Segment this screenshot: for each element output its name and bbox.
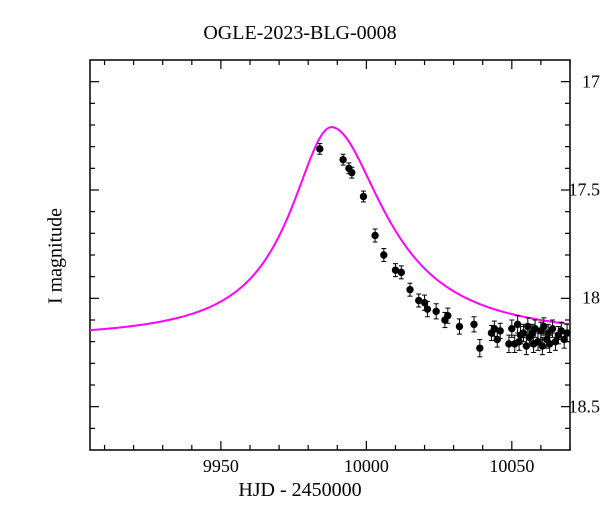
x-tick-label: 10000 — [344, 456, 389, 477]
y-tick-label: 18 — [520, 288, 600, 309]
y-tick-label: 17.5 — [520, 180, 600, 201]
chart-container: OGLE-2023-BLG-0008 I magnitude HJD - 245… — [0, 0, 600, 512]
y-tick-label: 18.5 — [520, 396, 600, 417]
plot-area — [0, 0, 600, 512]
x-tick-label: 9950 — [203, 456, 239, 477]
y-tick-label: 17 — [520, 71, 600, 92]
x-tick-label: 10050 — [489, 456, 534, 477]
